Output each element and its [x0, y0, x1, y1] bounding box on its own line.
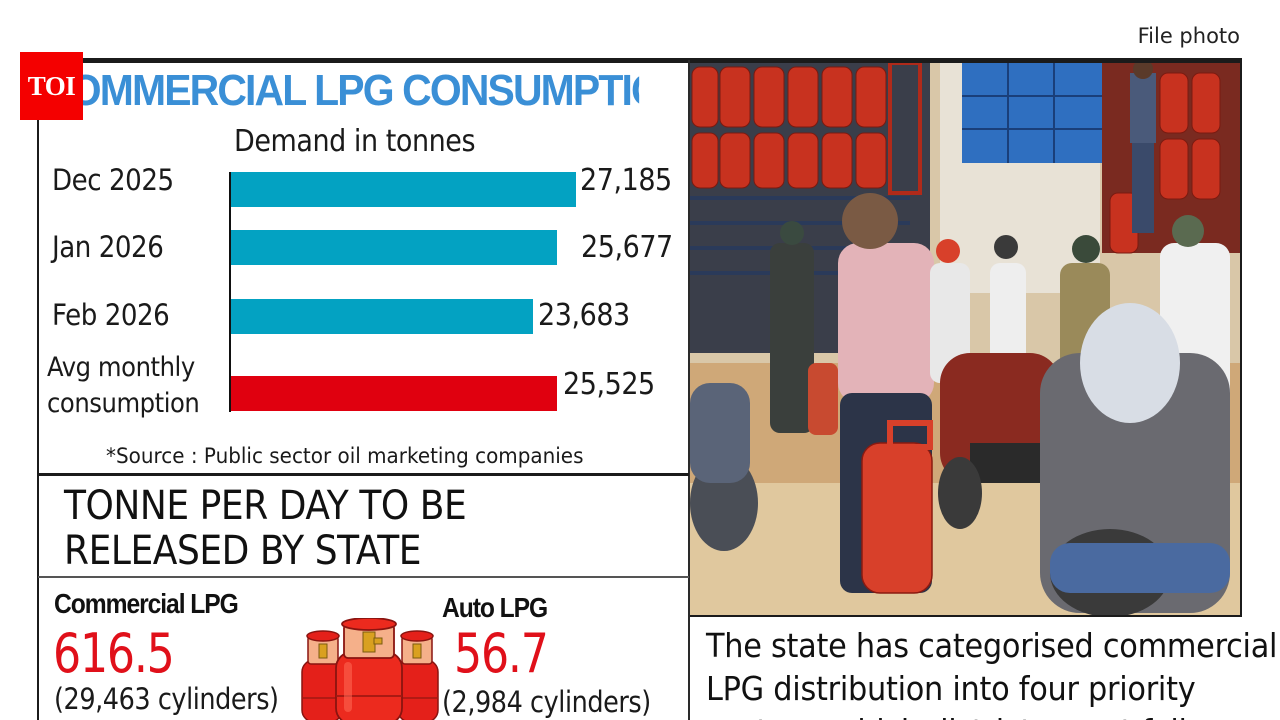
bar-label-dec-2025: Dec 2025 — [52, 163, 174, 197]
commercial-lpg-cylinders: (29,463 cylinders) — [54, 682, 279, 716]
caption-line3: sectors, which districts must follow — [706, 710, 1277, 720]
auto-lpg-label: Auto LPG — [442, 592, 548, 623]
photo-caption: The state has categorised commercial LPG… — [706, 624, 1277, 720]
bar-jan-2026 — [231, 230, 557, 265]
section-divider-thin — [38, 576, 689, 578]
gas-cylinder-icon — [301, 618, 439, 720]
chart-axis — [229, 172, 231, 412]
top-border — [62, 58, 1242, 63]
column-divider — [688, 60, 690, 720]
release-section-title: TONNE PER DAY TO BE RELEASED BY STATE — [64, 483, 467, 574]
left-border — [37, 60, 39, 720]
bar-avg-monthly — [231, 376, 557, 411]
news-photo[interactable] — [690, 63, 1242, 617]
photo-credit: File photo — [1137, 24, 1240, 48]
bar-value-dec-2025: 27,185 — [580, 163, 672, 198]
cylinder-left-icon — [301, 630, 343, 720]
infographic-title-text: COMMERCIAL LPG CONSUMPTION — [70, 66, 639, 115]
bar-feb-2026 — [231, 299, 533, 334]
photo-lpg-cylinders-scene — [690, 63, 1240, 615]
bar-label-feb-2026: Feb 2026 — [52, 298, 170, 332]
bar-label-jan-2026: Jan 2026 — [52, 230, 164, 264]
toi-logo[interactable]: TOI — [20, 52, 83, 120]
infographic-title: COMMERCIAL LPG CONSUMPTION — [70, 66, 639, 120]
bar-label-avg-monthly: Avg monthly consumption — [47, 350, 200, 422]
bar-value-feb-2026: 23,683 — [538, 298, 630, 333]
release-title-line1: TONNE PER DAY TO BE — [64, 483, 467, 529]
commercial-lpg-label: Commercial LPG — [54, 588, 239, 619]
section-divider — [38, 473, 689, 476]
source-note: *Source : Public sector oil marketing co… — [106, 444, 584, 468]
bar-label-avg-line2: consumption — [47, 388, 200, 419]
auto-lpg-cylinders: (2,984 cylinders) — [442, 685, 651, 719]
cylinder-right-icon — [397, 630, 439, 720]
cylinder-center-icon — [335, 618, 403, 720]
bar-dec-2025 — [231, 172, 576, 207]
bar-value-jan-2026: 25,677 — [581, 230, 673, 265]
chart-subtitle: Demand in tonnes — [234, 124, 476, 159]
bar-label-avg-line1: Avg monthly — [47, 352, 195, 383]
auto-lpg-value: 56.7 — [454, 622, 549, 685]
release-title-line2: RELEASED BY STATE — [64, 528, 422, 574]
caption-line1: The state has categorised commercial — [706, 626, 1278, 665]
bar-value-avg-monthly: 25,525 — [563, 367, 655, 402]
commercial-lpg-value: 616.5 — [53, 622, 175, 685]
caption-line2: LPG distribution into four priority — [706, 669, 1196, 708]
